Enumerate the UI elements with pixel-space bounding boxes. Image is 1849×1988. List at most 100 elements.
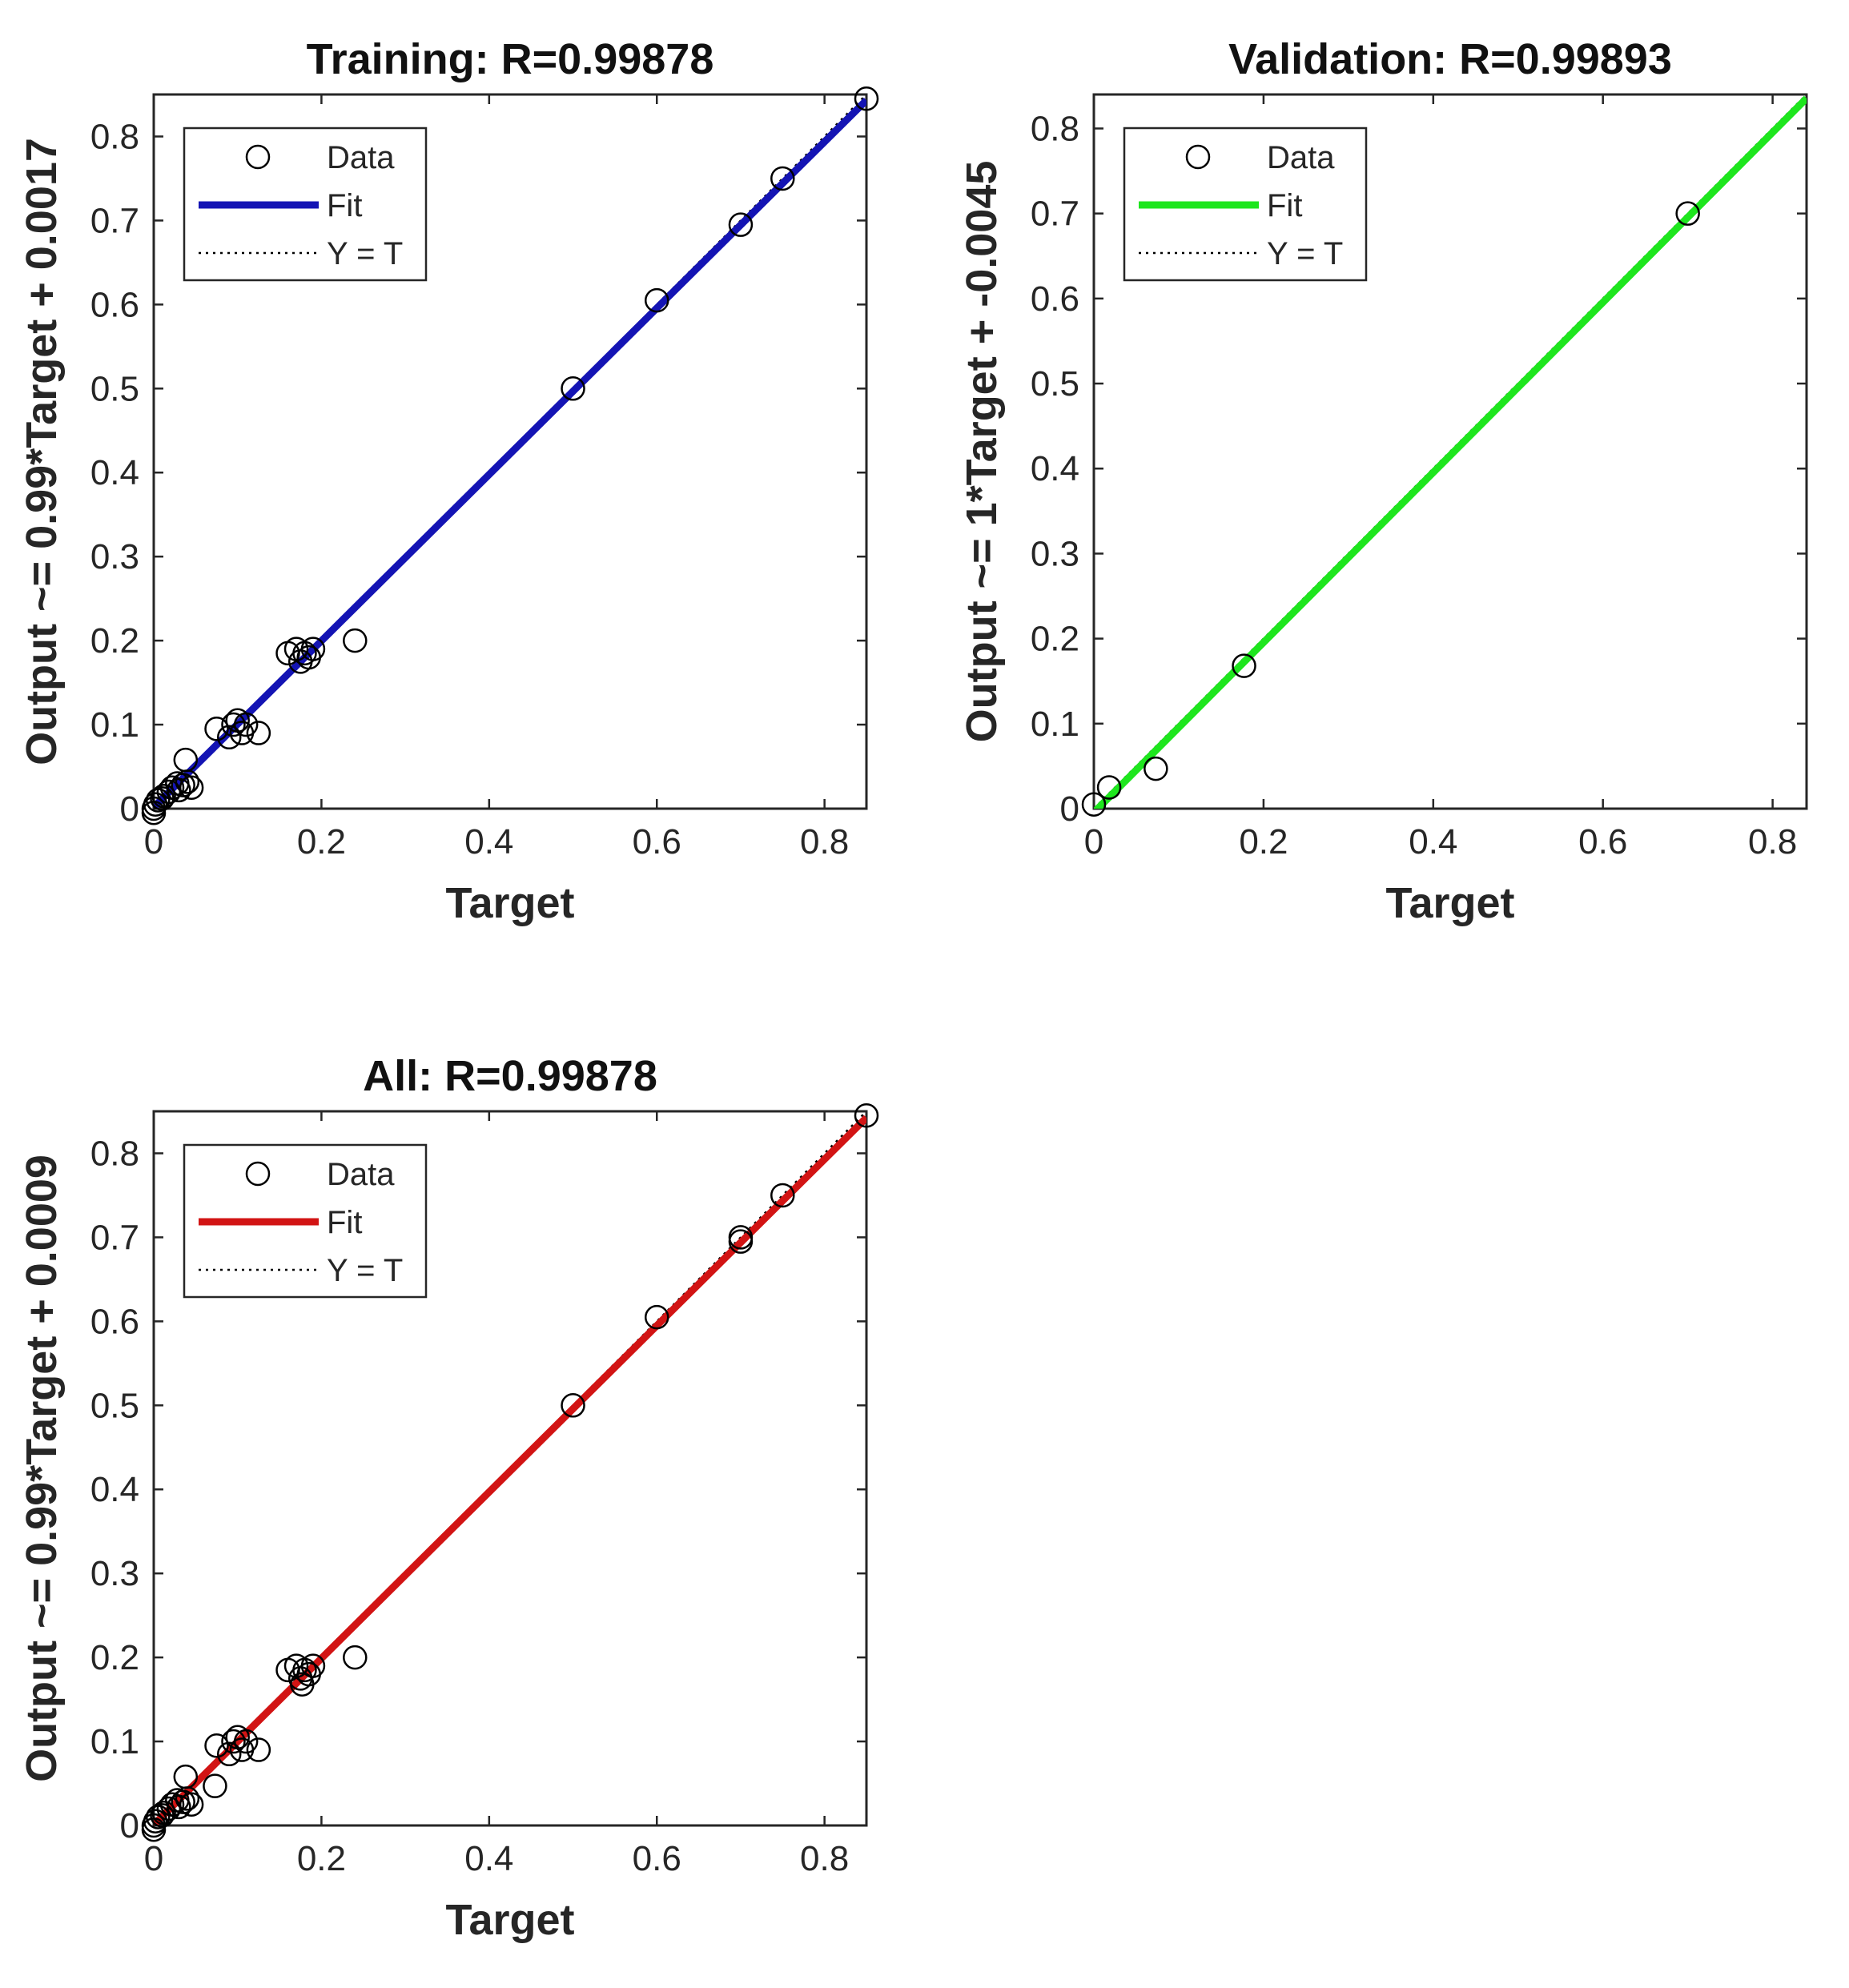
- chart-panel-3: 0 0.2 0.4 0.6 0.8 0 0.1 0.2 0.3 0.4 0.5 0.6 0.7 0.8 Al…: [18, 1052, 879, 1944]
- data-point: [143, 792, 168, 817]
- y-tick-label: 0.7: [90, 201, 139, 240]
- data-point: [1675, 201, 1700, 226]
- data-point: [770, 1183, 795, 1208]
- legend-data-label: Data: [327, 140, 395, 175]
- y-axis-label: Output ~= 1*Target + -0.0045: [958, 161, 1006, 743]
- data-point: [561, 1393, 585, 1418]
- x-tick-label: 0.8: [800, 1839, 849, 1878]
- y-tick-label: 0.5: [90, 1386, 139, 1425]
- x-tick-label: 0: [144, 822, 163, 861]
- legend-yt-label: Y = T: [327, 236, 403, 271]
- y-tick-label: 0.6: [90, 1302, 139, 1341]
- data-point: [175, 1786, 200, 1811]
- legend: Data Fit Y = T: [1123, 127, 1368, 282]
- fit-line: [1094, 95, 1807, 809]
- data-point: [728, 1225, 754, 1250]
- chart-panel-2: 0 0.2 0.4 0.6 0.8 0 0.1 0.2 0.3 0.4 0.5 0.6 0.7 0.8 Va…: [958, 35, 1808, 927]
- y-tick-label: 0.6: [1031, 279, 1079, 319]
- y-tick-label: 0.7: [90, 1218, 139, 1257]
- x-tick-label: 0.6: [1578, 822, 1627, 861]
- legend: Data Fit Y = T: [183, 127, 428, 282]
- x-tick-label: 0: [144, 1839, 163, 1878]
- x-tick-label: 0.2: [1239, 822, 1288, 861]
- legend: Data Fit Y = T: [183, 1143, 428, 1299]
- plot-area: [154, 1111, 866, 1825]
- plot-area: [1094, 94, 1807, 809]
- chart-title: All: R=0.99878: [363, 1052, 657, 1100]
- data-point: [300, 637, 326, 661]
- x-axis-label: Target: [1385, 879, 1514, 927]
- legend-fit-label: Fit: [1267, 188, 1302, 223]
- data-point: [175, 769, 200, 794]
- y-tick-label: 0.2: [90, 1638, 139, 1677]
- y-tick-label: 0.5: [90, 369, 139, 408]
- y-tick-label: 0: [120, 789, 139, 829]
- data-point: [343, 628, 368, 653]
- data-point: [167, 1794, 191, 1820]
- y-tick-label: 0.8: [90, 1134, 139, 1173]
- x-tick-label: 0.8: [1748, 822, 1797, 861]
- legend-fit-label: Fit: [327, 1205, 362, 1240]
- y-tick-label: 0.4: [90, 1470, 139, 1509]
- data-point: [167, 777, 191, 803]
- legend-data-label: Data: [327, 1157, 395, 1192]
- x-tick-label: 0: [1084, 822, 1103, 861]
- data-point: [1096, 775, 1122, 800]
- data-point: [854, 86, 879, 111]
- data-point: [151, 1801, 176, 1825]
- x-tick-label: 0.4: [464, 822, 513, 861]
- data-point: [343, 1645, 368, 1670]
- x-tick-label: 0.2: [297, 1839, 346, 1878]
- x-axis-label: Target: [445, 879, 574, 927]
- y-tick-label: 0.4: [1031, 449, 1079, 488]
- data-point: [644, 1304, 669, 1330]
- legend-data-marker: [1185, 144, 1211, 170]
- y-tick-label: 0.2: [1031, 620, 1079, 659]
- data-point: [770, 166, 795, 191]
- data-point: [1232, 653, 1256, 678]
- data-point: [203, 1773, 227, 1798]
- y-tick-label: 0.1: [90, 705, 139, 745]
- y-tick-label: 0.4: [90, 453, 139, 492]
- data-point: [1081, 792, 1107, 817]
- chart-title: Validation: R=0.99893: [1228, 35, 1672, 83]
- data-point: [561, 376, 585, 401]
- data-point: [179, 775, 204, 801]
- data-point: [204, 717, 229, 741]
- y-tick-label: 0.5: [1031, 364, 1079, 404]
- x-tick-label: 0.4: [464, 1839, 513, 1878]
- y-axis-label: Output ~= 0.99*Target + 0.0009: [18, 1155, 66, 1782]
- data-point: [221, 712, 246, 737]
- data-point: [216, 725, 242, 750]
- data-point: [204, 1733, 229, 1758]
- x-tick-label: 0.2: [297, 822, 346, 861]
- legend-data-label: Data: [1267, 140, 1335, 175]
- y-tick-label: 0.3: [1031, 534, 1079, 573]
- data-point: [143, 1809, 168, 1834]
- fit-line: [154, 1114, 866, 1825]
- data-point: [300, 1653, 326, 1678]
- y-tick-label: 0.2: [90, 621, 139, 661]
- plot-area: [154, 94, 866, 809]
- data-point: [1144, 756, 1168, 781]
- legend-yt-label: Y = T: [1267, 236, 1343, 271]
- data-point: [233, 1729, 259, 1754]
- y-tick-label: 0.6: [90, 285, 139, 324]
- y-tick-label: 0.8: [1031, 109, 1079, 148]
- x-tick-label: 0.4: [1409, 822, 1457, 861]
- chart-title: Training: R=0.99878: [307, 35, 714, 83]
- fit-line: [154, 97, 866, 809]
- data-point: [246, 1737, 271, 1762]
- y-tick-label: 0: [1060, 789, 1079, 829]
- data-point: [854, 1102, 879, 1128]
- x-axis-label: Target: [445, 1896, 574, 1944]
- x-tick-label: 0.6: [633, 822, 681, 861]
- legend-yt-label: Y = T: [327, 1253, 403, 1288]
- data-point: [216, 1741, 242, 1767]
- y-axis-label: Output ~= 0.99*Target + 0.0017: [18, 138, 66, 765]
- data-point: [221, 1729, 246, 1754]
- chart-panel-1: 0 0.2 0.4 0.6 0.8 0 0.1 0.2 0.3 0.4 0.5 0.6 0.7 0.8 Tr…: [18, 35, 879, 927]
- legend-fit-label: Fit: [327, 188, 362, 223]
- y-tick-label: 0.1: [90, 1722, 139, 1761]
